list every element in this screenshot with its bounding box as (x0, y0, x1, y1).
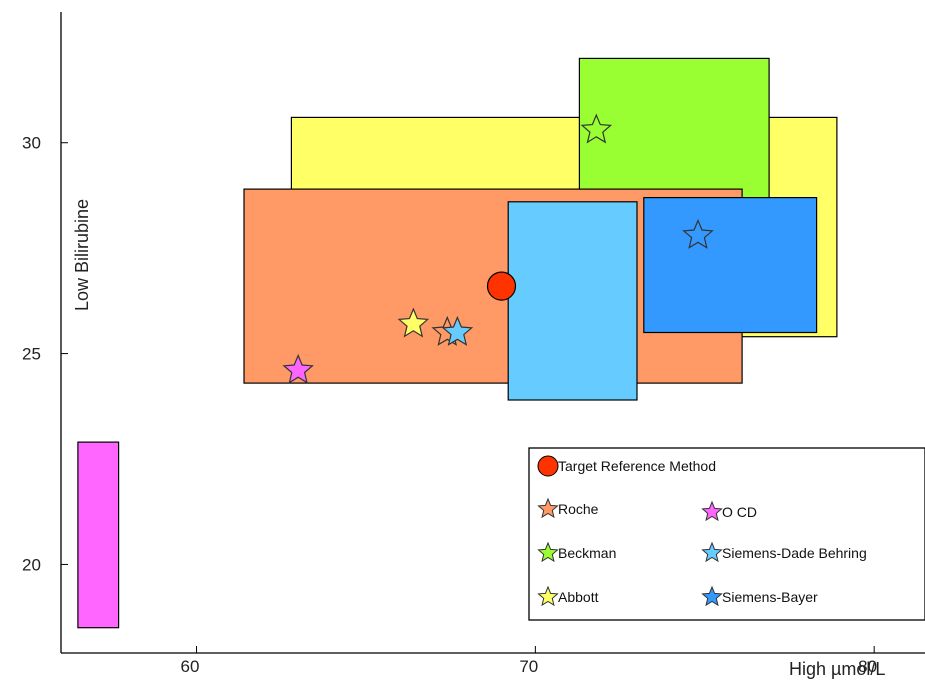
star-abbott (397, 307, 430, 338)
x-axis-label: High µmol/L (789, 659, 885, 679)
y-tick-label: 25 (22, 345, 41, 364)
legend-label-siemens-bayer: Siemens-Bayer (722, 589, 818, 605)
star-ocd (282, 353, 314, 384)
legend-label-beckman: Beckman (558, 545, 616, 561)
x-tick-label: 80 (858, 657, 877, 676)
legend-marker-target-reference-method (537, 455, 559, 477)
legend-marker-abbott (537, 585, 559, 607)
points-layer (282, 113, 714, 384)
y-tick-label: 20 (22, 555, 41, 574)
legend-marker-o-cd (701, 500, 723, 522)
legend-marker-siemens-dade-behring (701, 541, 723, 563)
star-siemens-dade-behring (441, 315, 474, 346)
legend-label-abbott: Abbott (558, 589, 599, 605)
x-tick-label: 60 (181, 657, 200, 676)
legend-label-o-cd: O CD (722, 504, 757, 520)
star-siemens-bayer (682, 218, 714, 249)
legend-marker-beckman (537, 541, 559, 563)
legend-label-target-reference-method: Target Reference Method (558, 458, 716, 474)
axes (60, 12, 925, 654)
legend-label-roche: Roche (558, 501, 599, 517)
point-target-reference-method (486, 271, 517, 301)
range-rect-ocd (77, 441, 120, 629)
range-rect-siemens-bayer (643, 197, 818, 334)
legend-box (528, 447, 925, 621)
legend-label-siemens-dade-behring: Siemens-Dade Behring (722, 545, 867, 561)
x-tick-label: 70 (519, 657, 538, 676)
legend: Target Reference Method Roche O CD Beckman S… (528, 447, 925, 621)
range-rect-siemens-dade-behring (507, 201, 638, 401)
legend-marker-siemens-bayer (701, 585, 723, 607)
y-axis-label: Low Bilirubine (72, 199, 92, 311)
star-beckman (580, 113, 613, 144)
ticks-layer: 60 70 80 20 25 30 (22, 134, 877, 676)
legend-marker-roche (537, 497, 559, 519)
y-tick-label: 30 (22, 134, 41, 153)
